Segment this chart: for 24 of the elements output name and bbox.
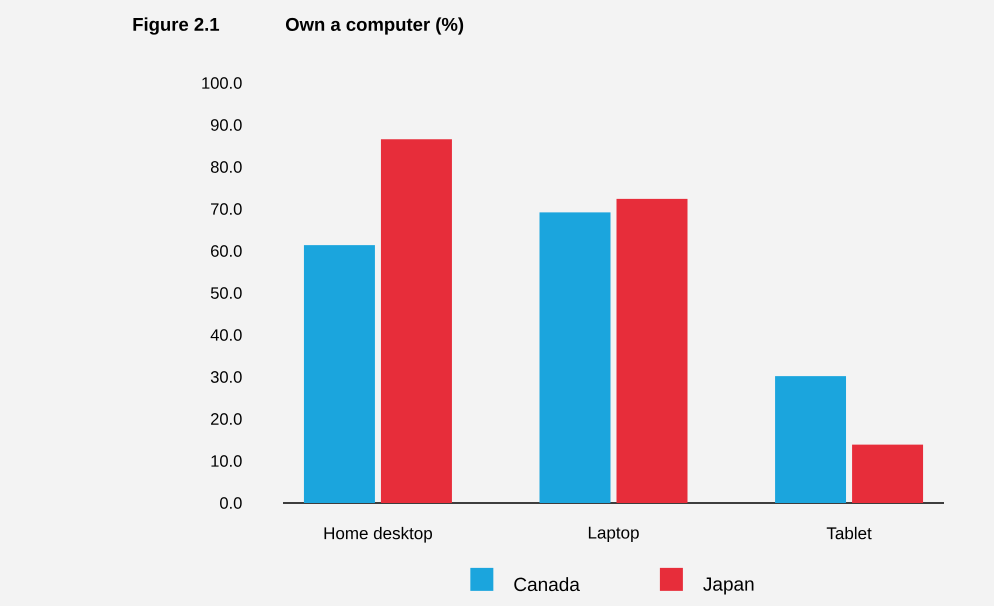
chart-title: Own a computer (%): [286, 17, 464, 35]
legend-label: Japan: [703, 578, 754, 595]
x-tick-label: Tablet: [826, 526, 872, 540]
y-tick-label: 70.0: [211, 203, 242, 215]
y-tick-label: 30.0: [210, 371, 242, 383]
y-tick-label: 90.0: [210, 119, 242, 131]
y-tick-label: 60.0: [211, 245, 242, 257]
y-tick-label: 0.0: [220, 497, 242, 509]
y-tick-label: 80.0: [210, 161, 242, 173]
bar: [852, 444, 924, 504]
x-tick-label: Home desktop: [324, 526, 432, 543]
bar: [304, 245, 375, 504]
y-tick-label: 100.0: [202, 77, 242, 89]
bar: [540, 212, 611, 504]
y-tick-label: 40.0: [210, 329, 242, 341]
bar: [380, 139, 452, 504]
caption: Figure 2.1: [133, 17, 220, 35]
legend-label: Canada: [514, 577, 580, 592]
bar: [616, 198, 688, 504]
y-tick-label: 50.0: [210, 287, 242, 299]
bar: [775, 376, 846, 504]
x-tick-label: Laptop: [588, 526, 639, 542]
y-tick-label: 20.0: [211, 413, 242, 425]
y-tick-label: 10.0: [211, 455, 242, 467]
